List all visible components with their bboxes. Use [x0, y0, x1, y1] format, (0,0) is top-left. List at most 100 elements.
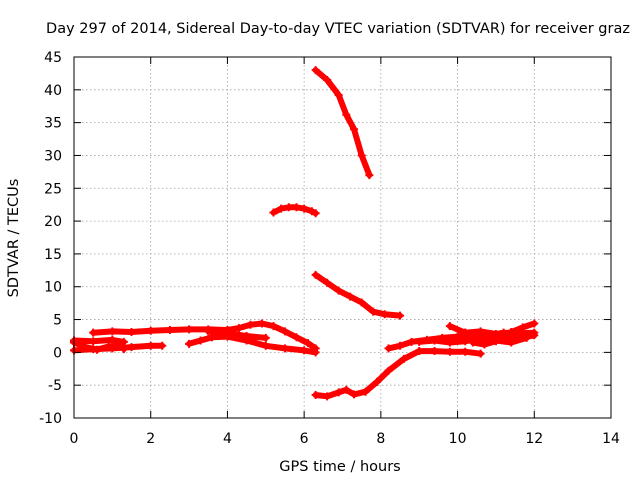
plot-frame — [73, 56, 612, 419]
data-point — [334, 388, 343, 397]
data-point — [292, 203, 301, 212]
data-point — [311, 348, 320, 357]
y-tick-label: -10 — [39, 411, 62, 427]
data-point — [108, 335, 117, 344]
data-point — [146, 326, 155, 335]
data-point — [334, 286, 343, 295]
series-line — [312, 348, 484, 400]
data-point — [334, 91, 343, 100]
data-point — [503, 333, 512, 342]
x-tick-label: 0 — [70, 431, 79, 447]
data-point — [396, 341, 405, 350]
series-line — [205, 328, 269, 341]
data-point — [350, 390, 359, 399]
series-arc-9 — [311, 270, 405, 320]
data-point — [530, 331, 539, 340]
series-line — [90, 320, 319, 352]
data-point — [357, 298, 366, 307]
data-point — [407, 337, 416, 346]
data-point — [461, 347, 470, 356]
data-point — [119, 345, 128, 354]
series-arc-14 — [461, 327, 516, 338]
data-point — [373, 377, 382, 386]
y-axis-label: SDTVAR / TECUs — [6, 179, 22, 298]
data-point — [127, 343, 136, 352]
data-point — [518, 323, 527, 332]
series-arc-10 — [311, 347, 485, 401]
x-axis-label: GPS time / hours — [279, 459, 400, 475]
data-point — [445, 338, 454, 347]
y-tick-label: 40 — [44, 83, 62, 99]
x-tick-label: 12 — [525, 431, 543, 447]
data-point — [196, 336, 205, 345]
data-point — [303, 339, 312, 348]
x-axis-tick-labels: 0 2 4 6 8 10 12 14 — [70, 431, 620, 447]
x-tick-label: 8 — [376, 431, 385, 447]
data-point — [257, 319, 266, 328]
data-point — [323, 278, 332, 287]
grid-lines — [74, 57, 611, 418]
data-point — [246, 320, 255, 329]
data-point — [300, 204, 309, 213]
data-point — [269, 322, 278, 331]
data-point — [342, 110, 351, 119]
data-point — [346, 292, 355, 301]
chart-title: Day 297 of 2014, Sidereal Day-to-day VTE… — [46, 21, 630, 37]
data-point — [380, 310, 389, 319]
data-point — [261, 333, 270, 342]
series-arc-3 — [70, 338, 128, 354]
series-line — [462, 328, 515, 337]
data-point — [365, 171, 374, 180]
axis-ticks — [73, 56, 612, 419]
data-point — [280, 344, 289, 353]
series-arc-4 — [89, 319, 320, 353]
data-point — [311, 209, 320, 218]
data-point — [223, 329, 232, 338]
data-point — [165, 326, 174, 335]
x-tick-label: 6 — [300, 431, 309, 447]
y-tick-label: 20 — [44, 214, 62, 230]
data-point — [185, 325, 194, 334]
data-point — [280, 327, 289, 336]
y-tick-label: 25 — [44, 181, 62, 197]
y-tick-label: 30 — [44, 148, 62, 164]
data-point — [461, 328, 470, 337]
data-point — [277, 204, 286, 213]
y-tick-label: 0 — [53, 345, 62, 361]
data-point — [242, 331, 251, 340]
data-point — [311, 270, 320, 279]
series-arc-7 — [269, 203, 320, 218]
data-point — [384, 344, 393, 353]
series-arc-2 — [70, 335, 128, 346]
data-point — [445, 347, 454, 356]
series-arc-6 — [204, 327, 270, 342]
data-point — [292, 333, 301, 342]
data-point — [342, 385, 351, 394]
series-line — [71, 336, 127, 345]
series-arc-15 — [468, 331, 539, 349]
data-point — [284, 203, 293, 212]
data-point — [514, 334, 523, 343]
y-axis-tick-labels: -10 -5 0 5 10 15 20 25 30 35 40 45 — [39, 50, 62, 427]
x-tick-label: 4 — [223, 431, 232, 447]
data-point — [491, 329, 500, 338]
data-point — [476, 327, 485, 336]
data-point — [108, 327, 117, 336]
data-point — [104, 342, 113, 351]
data-point — [430, 336, 439, 345]
x-tick-label: 10 — [449, 431, 467, 447]
data-point — [399, 354, 408, 363]
data-point — [81, 343, 90, 352]
data-point — [468, 338, 477, 347]
x-tick-label: 14 — [602, 431, 620, 447]
data-point — [204, 327, 213, 336]
data-point — [445, 322, 454, 331]
data-series — [70, 66, 539, 401]
data-point — [361, 387, 370, 396]
data-point — [491, 337, 500, 346]
data-point — [323, 392, 332, 401]
data-point — [185, 339, 194, 348]
data-point — [89, 328, 98, 337]
